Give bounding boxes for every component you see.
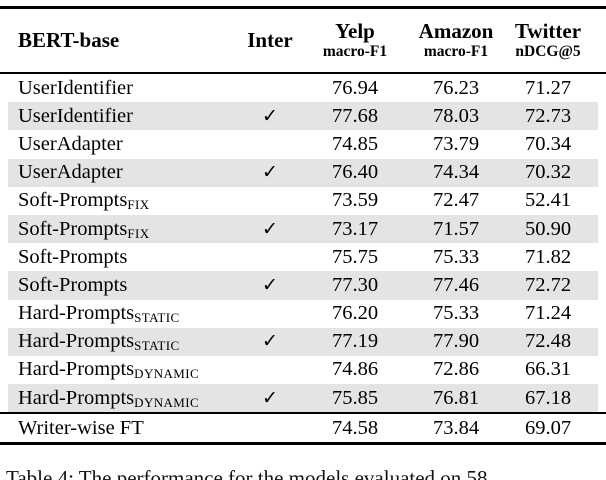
column-header-inter: Inter <box>247 28 293 52</box>
method-name: Hard-Prompts <box>18 302 135 325</box>
table-header-row: BERT-base Inter Yelp macro-F1 Amazon mac… <box>8 9 598 72</box>
metric-name: macro-F1 <box>322 43 388 61</box>
table-row: Soft-Prompts 75.75 75.33 71.82 <box>8 243 598 271</box>
method-subscript: STATIC <box>134 338 180 354</box>
dataset-name: Yelp <box>335 19 375 44</box>
amazon-value: 76.23 <box>432 76 480 99</box>
yelp-value: 74.58 <box>331 416 379 439</box>
metric-name: nDCG@5 <box>515 43 581 61</box>
inter-checkmark: ✓ <box>262 387 278 409</box>
amazon-value: 71.57 <box>432 217 480 240</box>
twitter-value: 70.34 <box>524 132 572 155</box>
twitter-value: 69.07 <box>524 416 572 439</box>
twitter-value: 71.24 <box>524 302 572 325</box>
inter-checkmark: ✓ <box>262 218 278 240</box>
method-name: Hard-Prompts <box>18 330 135 353</box>
amazon-value: 72.86 <box>432 358 480 381</box>
table-body: UserIdentifier 76.94 76.23 71.27 UserIde… <box>0 74 606 413</box>
yelp-value: 77.30 <box>331 273 379 296</box>
yelp-value: 74.85 <box>331 132 379 155</box>
amazon-value: 75.33 <box>432 245 480 268</box>
method-subscript: FIX <box>127 197 150 213</box>
column-header-yelp: Yelp macro-F1 <box>300 20 410 60</box>
amazon-value: 76.81 <box>432 386 480 409</box>
method-subscript: FIX <box>127 225 150 241</box>
amazon-value: 77.90 <box>432 330 480 353</box>
method-name: UserIdentifier <box>18 104 133 127</box>
yelp-value: 77.19 <box>331 330 379 353</box>
method-name: UserAdapter <box>18 161 123 184</box>
table-row: Hard-PromptsSTATIC 76.20 75.33 71.24 <box>8 300 598 328</box>
column-header-model: BERT-base <box>18 28 120 52</box>
inter-checkmark: ✓ <box>262 162 278 184</box>
twitter-value: 72.72 <box>524 273 572 296</box>
method-name: Soft-Prompts <box>18 245 128 268</box>
yelp-value: 77.68 <box>331 104 379 127</box>
inter-checkmark: ✓ <box>262 105 278 127</box>
twitter-value: 67.18 <box>524 386 572 409</box>
table-header-rule <box>0 72 606 74</box>
dataset-name: Amazon <box>418 19 494 44</box>
table-row: UserAdapter 74.85 73.79 70.34 <box>8 130 598 158</box>
table-row: Hard-PromptsDYNAMIC 74.86 72.86 66.31 <box>8 356 598 384</box>
table-row: Soft-Prompts ✓ 77.30 77.46 72.72 <box>8 271 598 300</box>
twitter-value: 71.27 <box>524 76 572 99</box>
dataset-name: Twitter <box>514 19 582 44</box>
method-name: Hard-Prompts <box>18 386 135 409</box>
amazon-value: 77.46 <box>432 273 480 296</box>
table-row: Soft-PromptsFIX ✓ 73.17 71.57 50.90 <box>8 214 598 244</box>
table-row: Hard-PromptsDYNAMIC ✓ 75.85 76.81 67.18 <box>8 384 598 413</box>
table-row: Hard-PromptsSTATIC ✓ 77.19 77.90 72.48 <box>8 327 598 356</box>
twitter-value: 70.32 <box>524 161 572 184</box>
method-name: Soft-Prompts <box>18 189 128 212</box>
twitter-value: 71.82 <box>524 245 572 268</box>
method-name: Hard-Prompts <box>18 358 135 381</box>
column-header-amazon: Amazon macro-F1 <box>410 20 502 60</box>
table-row: UserIdentifier ✓ 77.68 78.03 72.73 <box>8 102 598 131</box>
method-name: Soft-Prompts <box>18 273 128 296</box>
twitter-value: 50.90 <box>524 217 572 240</box>
amazon-value: 73.79 <box>432 132 480 155</box>
amazon-value: 72.47 <box>432 189 480 212</box>
inter-checkmark: ✓ <box>262 331 278 353</box>
twitter-value: 72.48 <box>524 330 572 353</box>
table-caption: Table 4: The performance for the models … <box>6 466 488 480</box>
twitter-value: 72.73 <box>524 104 572 127</box>
method-subscript: STATIC <box>134 310 180 326</box>
method-name: UserAdapter <box>18 132 123 155</box>
yelp-value: 76.94 <box>331 76 379 99</box>
yelp-value: 76.40 <box>331 161 379 184</box>
column-header-twitter: Twitter nDCG@5 <box>502 20 594 60</box>
method-name: Soft-Prompts <box>18 217 128 240</box>
amazon-value: 75.33 <box>432 302 480 325</box>
yelp-value: 75.85 <box>331 386 379 409</box>
method-name: Writer-wise FT <box>18 416 144 439</box>
twitter-value: 52.41 <box>524 189 572 212</box>
yelp-value: 73.59 <box>331 189 379 212</box>
method-subscript: DYNAMIC <box>134 366 200 382</box>
yelp-value: 75.75 <box>331 245 379 268</box>
yelp-value: 76.20 <box>331 302 379 325</box>
table-row-writer-wise-ft: Writer-wise FT 74.58 73.84 69.07 <box>8 414 598 442</box>
metric-name: macro-F1 <box>423 43 489 61</box>
table-top-rule <box>0 6 606 9</box>
method-name: UserIdentifier <box>18 76 133 99</box>
yelp-value: 74.86 <box>331 358 379 381</box>
table-row: UserIdentifier 76.94 76.23 71.27 <box>8 74 598 102</box>
inter-checkmark: ✓ <box>262 274 278 296</box>
table-bottom-rule <box>0 442 606 446</box>
amazon-value: 74.34 <box>432 161 480 184</box>
method-subscript: DYNAMIC <box>134 394 200 410</box>
table-row: Soft-PromptsFIX 73.59 72.47 52.41 <box>8 187 598 215</box>
amazon-value: 78.03 <box>432 104 480 127</box>
table-footer-rule <box>0 412 606 415</box>
yelp-value: 73.17 <box>331 217 379 240</box>
table-row: UserAdapter ✓ 76.40 74.34 70.32 <box>8 158 598 187</box>
twitter-value: 66.31 <box>524 358 572 381</box>
amazon-value: 73.84 <box>432 416 480 439</box>
